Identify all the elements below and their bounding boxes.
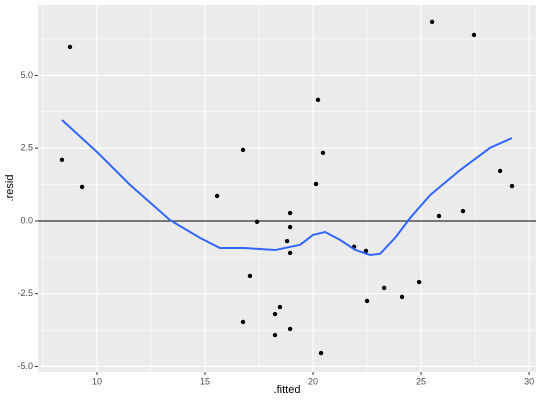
y-tick-label: 5.0 — [20, 70, 33, 80]
point — [399, 294, 405, 300]
panel — [38, 5, 536, 372]
point — [272, 332, 278, 338]
x-tick-label: 15 — [200, 376, 210, 386]
point — [287, 250, 293, 256]
point — [364, 298, 370, 304]
point — [240, 319, 246, 325]
point — [287, 224, 293, 230]
x-tick-label: 25 — [416, 376, 426, 386]
point — [247, 273, 253, 279]
point — [416, 279, 422, 285]
point — [315, 97, 321, 103]
y-tick-label: 2.5 — [20, 143, 33, 153]
point — [497, 168, 503, 174]
point — [67, 44, 73, 50]
point — [471, 32, 477, 38]
smooth-line — [61, 119, 513, 257]
x-axis-label: .fitted — [274, 384, 301, 396]
y-tick-label: -5.0 — [17, 361, 33, 371]
point — [509, 183, 515, 189]
y-tick-label: -2.5 — [17, 288, 33, 298]
point — [460, 208, 466, 214]
point — [287, 210, 293, 216]
point — [284, 238, 290, 244]
x-tick-label: 10 — [92, 376, 102, 386]
point — [240, 147, 246, 153]
x-tick-label: 30 — [524, 376, 534, 386]
point — [318, 350, 324, 356]
x-tick-label: 20 — [308, 376, 318, 386]
y-axis-label: .resid — [4, 175, 16, 202]
point — [363, 248, 369, 254]
point — [313, 181, 319, 187]
point — [320, 150, 326, 156]
point — [214, 193, 220, 199]
point — [277, 304, 283, 310]
point — [272, 311, 278, 317]
y-tick-label: 0.0 — [20, 215, 33, 225]
point — [59, 157, 65, 163]
point — [79, 184, 85, 190]
point — [287, 326, 293, 332]
point — [254, 219, 260, 225]
point — [436, 213, 442, 219]
point — [429, 19, 435, 25]
point — [381, 285, 387, 291]
